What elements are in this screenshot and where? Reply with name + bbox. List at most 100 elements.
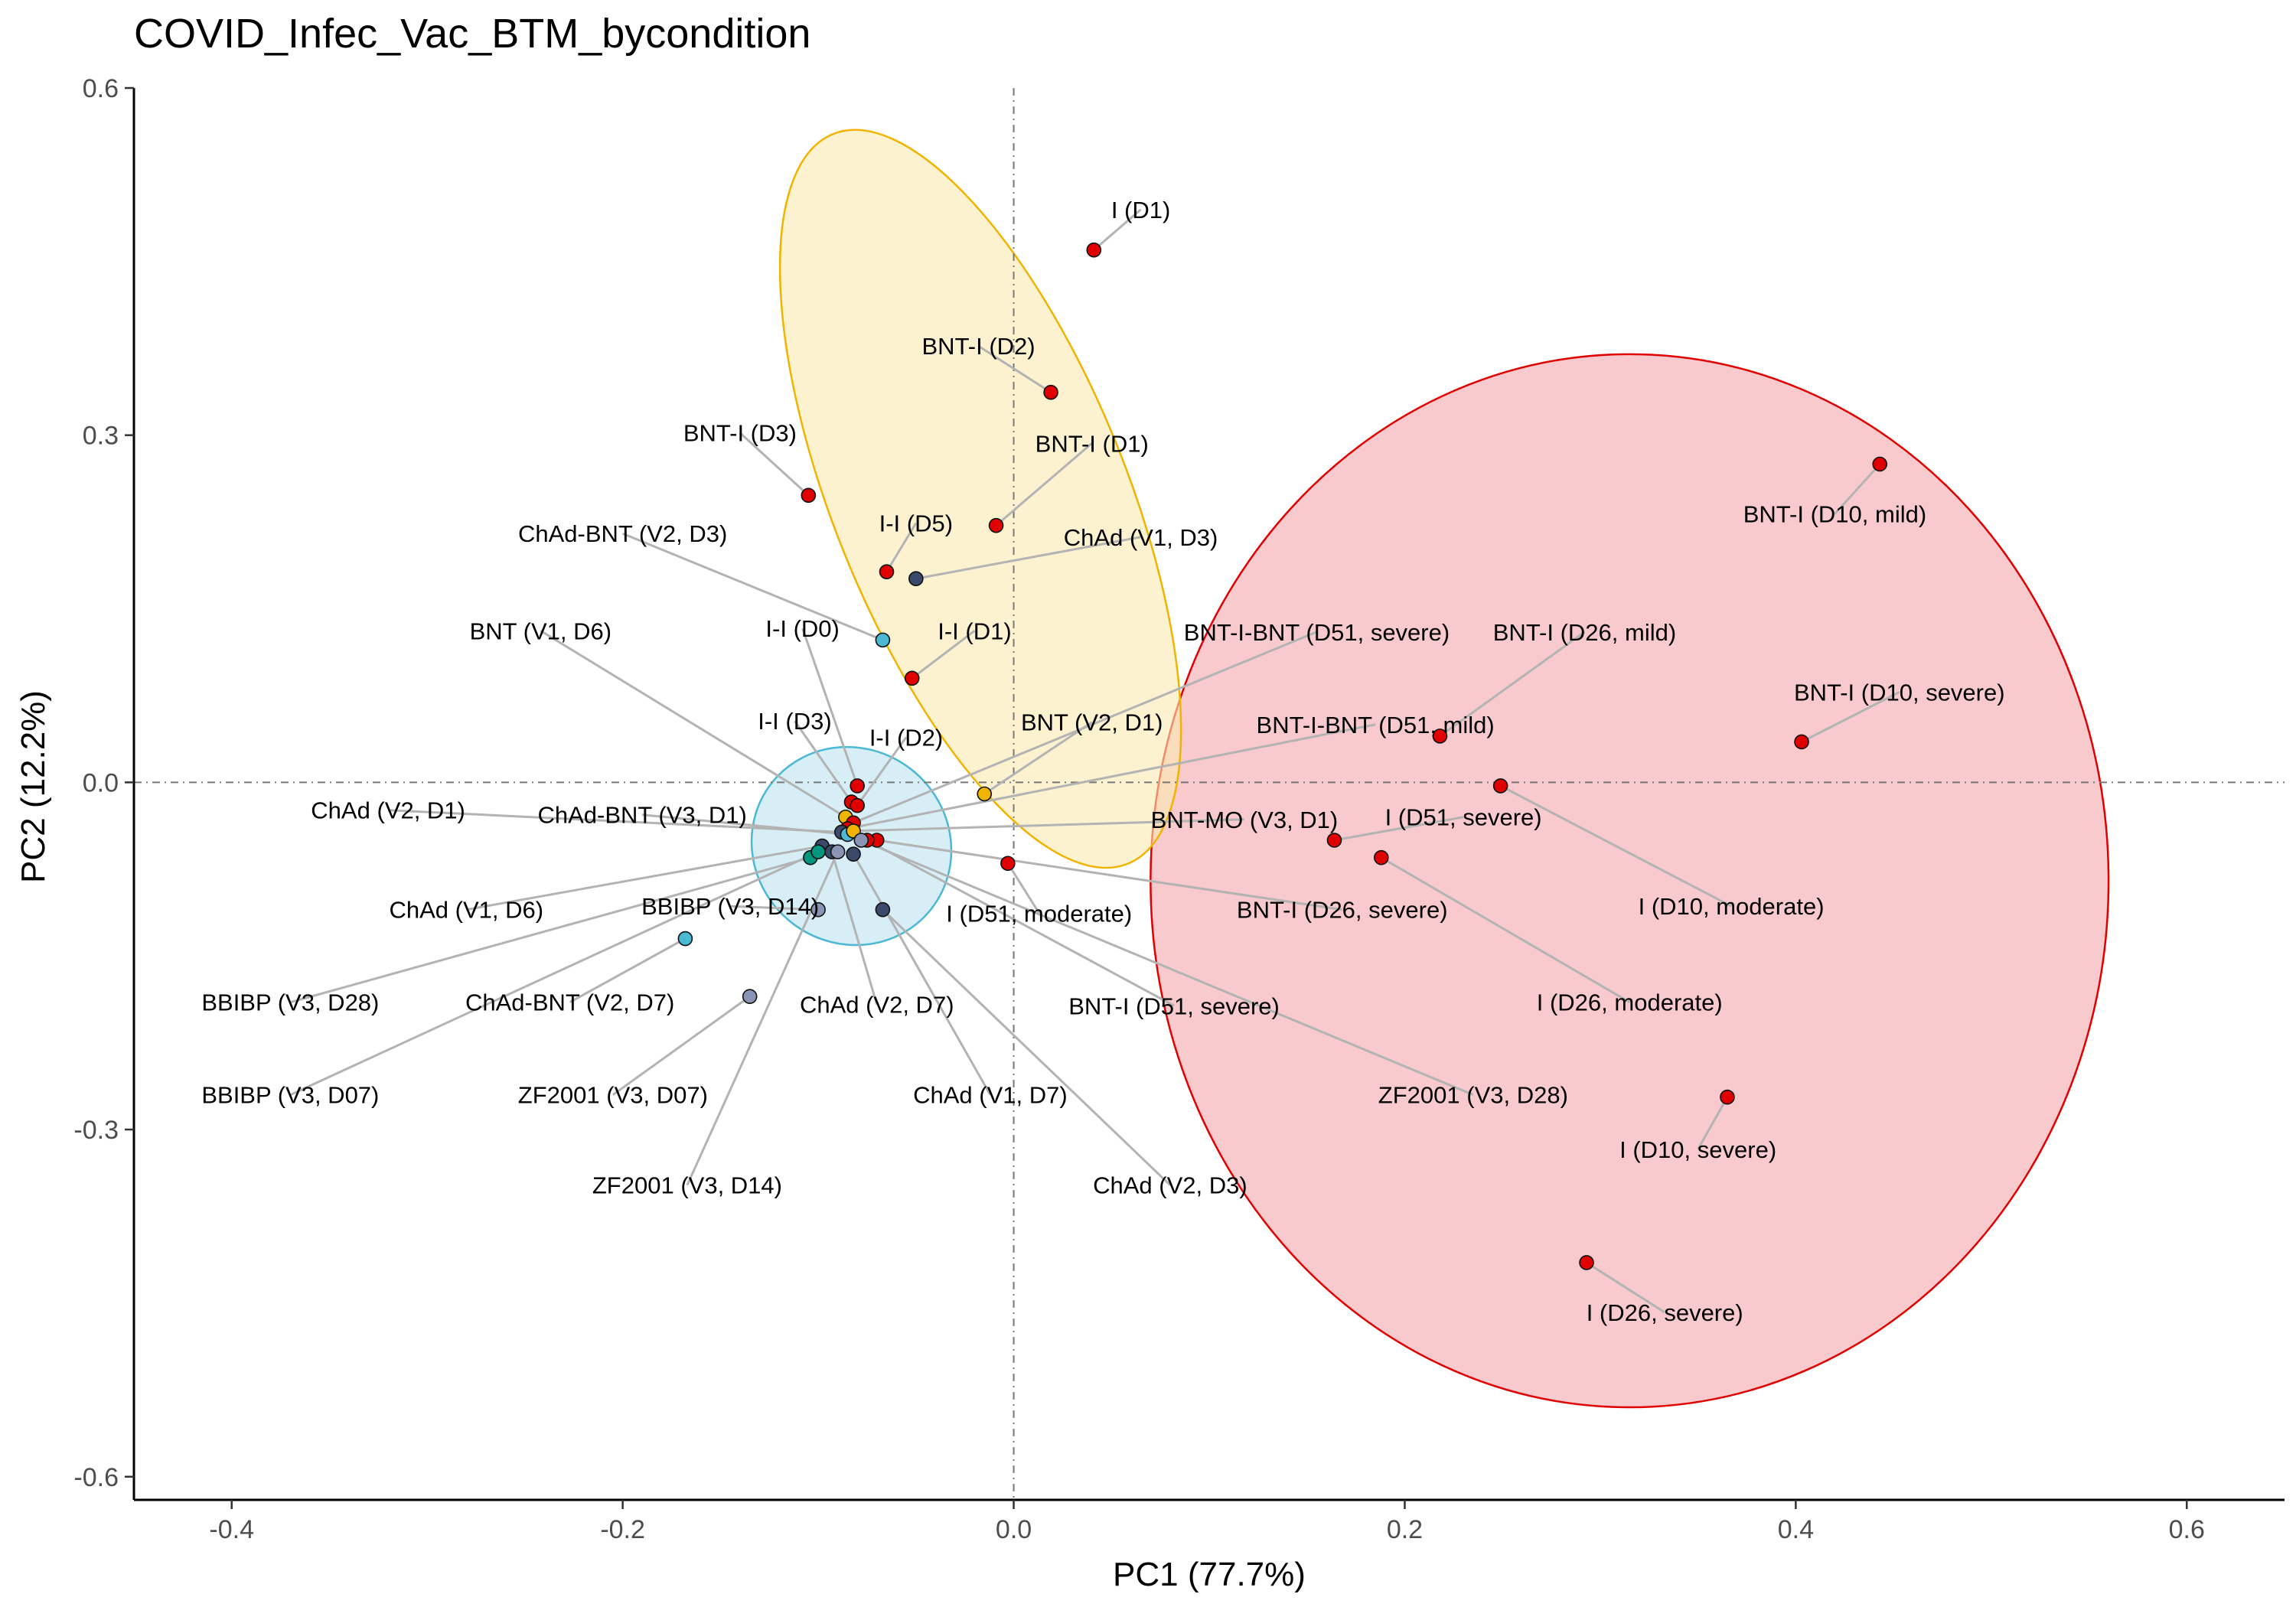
connector-i-d51-moderate bbox=[1006, 862, 1041, 914]
point-label-i-i-d5: I-I (D5) bbox=[879, 510, 953, 537]
point-label-bnt-v1-d6: BNT (V1, D6) bbox=[470, 618, 612, 644]
point-i-d26-severe bbox=[1579, 1255, 1594, 1270]
point-label-bnt-i-d51-severe: BNT-I (D51, severe) bbox=[1068, 993, 1280, 1019]
point-zf2001-v3-d07 bbox=[742, 989, 758, 1004]
point-label-zf2001-v3-d28: ZF2001 (V3, D28) bbox=[1378, 1082, 1568, 1109]
point-label-bnt-v2-d1: BNT (V2, D1) bbox=[1021, 709, 1163, 736]
x-axis-title: PC1 (77.7%) bbox=[1113, 1556, 1306, 1593]
point-label-bnt-i-d1: BNT-I (D1) bbox=[1035, 430, 1149, 457]
point-i-i-d2 bbox=[850, 797, 865, 813]
point-label-bnt-i-bnt-d51-severe: BNT-I-BNT (D51, severe) bbox=[1184, 619, 1450, 646]
connector-i-d26-severe bbox=[1586, 1261, 1666, 1314]
y-tick-label: -0.6 bbox=[73, 1463, 119, 1492]
point-label-chad-v1-d7: ChAd (V1, D7) bbox=[913, 1082, 1068, 1109]
confidence-ellipse-3 bbox=[750, 745, 953, 947]
point-label-chad-v1-d6: ChAd (V1, D6) bbox=[389, 897, 543, 924]
connector-chad-bnt-v2-d7 bbox=[569, 937, 687, 1004]
connector-i-d51-severe bbox=[1334, 816, 1464, 842]
connector-bnt-i-bnt-d51-mild bbox=[847, 723, 1376, 830]
confidence-ellipse-2 bbox=[778, 129, 1182, 869]
connector-i-d10-moderate bbox=[1499, 784, 1732, 908]
connector-bnt-i-d3 bbox=[739, 432, 810, 497]
point-label-bnt-i-d26-mild: BNT-I (D26, mild) bbox=[1493, 619, 1676, 646]
point-label-i-i-d1: I-I (D1) bbox=[938, 618, 1011, 644]
point-zf2001-v3-d28 bbox=[853, 833, 869, 848]
connector-i-i-d1 bbox=[911, 630, 976, 680]
point-i-d1 bbox=[1086, 242, 1102, 258]
connector-i-d10-severe bbox=[1697, 1096, 1729, 1150]
point-bnt-i-d26-mild bbox=[1432, 729, 1448, 744]
connector-bnt-v1-d6 bbox=[540, 629, 846, 819]
point-label-zf2001-v3-d07: ZF2001 (V3, D07) bbox=[518, 1082, 708, 1109]
x-tick-label: 0.2 bbox=[1387, 1515, 1423, 1544]
point-label-bnt-i-d10-severe: BNT-I (D10, severe) bbox=[1794, 679, 2005, 706]
connector-chad-v2-d7 bbox=[830, 851, 879, 1006]
point-label-chad-bnt-v3-d1: ChAd-BNT (V3, D1) bbox=[538, 802, 747, 829]
point-label-i-d51-severe: I (D51, severe) bbox=[1385, 804, 1542, 831]
point-bnt-i-d1 bbox=[988, 517, 1004, 533]
point-label-bbibp-v3-d07: BBIBP (V3, D07) bbox=[201, 1082, 379, 1109]
connector-chad-v1-d3 bbox=[915, 536, 1141, 580]
point-label-chad-v2-d1: ChAd (V2, D1) bbox=[311, 797, 465, 824]
point-label-chad-v2-d7: ChAd (V2, D7) bbox=[800, 992, 954, 1019]
y-tick-label: 0.0 bbox=[83, 768, 119, 797]
connector-chad-bnt-v2-d3 bbox=[622, 532, 883, 641]
connector-zf2001-v3-d07 bbox=[612, 995, 751, 1096]
point-label-i-d1: I (D1) bbox=[1111, 197, 1171, 223]
connector-chad-v2-d3 bbox=[882, 908, 1171, 1186]
point-i-d26-moderate bbox=[1374, 849, 1389, 865]
point-label-i-i-d2: I-I (D2) bbox=[869, 724, 943, 751]
point-label-i-d51-moderate: I (D51, moderate) bbox=[946, 900, 1132, 927]
point-i-i-d5 bbox=[879, 564, 895, 579]
point-i-d10-severe bbox=[1720, 1089, 1735, 1105]
point-label-chad-bnt-v2-d3: ChAd-BNT (V2, D3) bbox=[518, 520, 727, 547]
point-label-bnt-i-d10-mild: BNT-I (D10, mild) bbox=[1743, 501, 1926, 528]
point-label-i-d26-moderate: I (D26, moderate) bbox=[1537, 989, 1723, 1016]
connector-i-d26-moderate bbox=[1381, 856, 1630, 1004]
x-tick-label: 0.6 bbox=[2169, 1515, 2205, 1544]
point-chad-v1-d3 bbox=[908, 571, 924, 587]
point-bnt-v2-d1 bbox=[977, 786, 993, 802]
point-label-chad-bnt-v2-d7: ChAd-BNT (V2, D7) bbox=[465, 989, 674, 1016]
point-label-i-d10-severe: I (D10, severe) bbox=[1619, 1136, 1776, 1163]
connector-i-i-d5 bbox=[885, 522, 918, 572]
connector-bbibp-v3-d14 bbox=[730, 905, 819, 911]
point-i-d51-moderate bbox=[1000, 856, 1016, 872]
axes: -0.4 -0.2 0.0 0.2 0.4 0.6 -0.6 -0.3 0.0 0.3 0.6 bbox=[73, 74, 2285, 1544]
point-label-i-d10-moderate: I (D10, moderate) bbox=[1639, 893, 1825, 920]
point-bnt-i-d10-severe bbox=[1794, 734, 1809, 750]
connector-bnt-i-d2 bbox=[977, 344, 1052, 393]
point-label-bnt-i-d26-severe: BNT-I (D26, severe) bbox=[1237, 897, 1448, 924]
point-chad-v2-d3 bbox=[875, 901, 891, 918]
point-label-bbibp-v3-d28: BBIBP (V3, D28) bbox=[201, 989, 379, 1016]
y-tick-label: -0.3 bbox=[73, 1116, 119, 1145]
connector-bnt-i-d51-severe bbox=[866, 839, 1175, 1007]
point-bbibp-v3-d14 bbox=[810, 901, 826, 918]
x-tick-label: 0.0 bbox=[996, 1515, 1032, 1544]
connector-bbibp-v3-d07 bbox=[289, 850, 819, 1097]
point-label-bnt-i-d3: BNT-I (D3) bbox=[683, 420, 797, 447]
point-label-bnt-i-bnt-d51-mild: BNT-I-BNT (D51, mild) bbox=[1257, 712, 1495, 738]
point-label-bbibp-v3-d14: BBIBP (V3, D14) bbox=[641, 893, 819, 920]
connector-i-i-d3 bbox=[794, 720, 853, 803]
point-bnt-i-d2 bbox=[1043, 384, 1058, 400]
point-label-bnt-i-d2: BNT-I (D2) bbox=[922, 333, 1035, 360]
point-chad-bnt-v2-d3 bbox=[875, 632, 891, 648]
point-label-zf2001-v3-d14: ZF2001 (V3, D14) bbox=[592, 1172, 782, 1199]
point-layer bbox=[677, 242, 1888, 1270]
y-tick-label: 0.6 bbox=[83, 74, 119, 103]
connector-i-d1 bbox=[1093, 208, 1142, 251]
y-tick-label: 0.3 bbox=[83, 422, 119, 451]
ellipse-layer bbox=[750, 129, 2110, 1409]
point-chad-bnt-v2-d7 bbox=[677, 931, 693, 947]
y-axis-title: PC2 (12.2%) bbox=[15, 690, 52, 883]
connector-bnt-i-d1 bbox=[995, 442, 1093, 526]
connector-chad-v1-d6 bbox=[466, 845, 823, 911]
point-label-i-i-d0: I-I (D0) bbox=[765, 615, 839, 642]
point-label-i-d26-severe: I (D26, severe) bbox=[1587, 1299, 1743, 1326]
connector-bnt-i-d26-mild bbox=[1439, 631, 1586, 738]
point-i-i-d1 bbox=[904, 670, 920, 686]
connector-chad-v1-d7 bbox=[852, 853, 992, 1096]
point-chad-v1-d7 bbox=[846, 846, 861, 862]
